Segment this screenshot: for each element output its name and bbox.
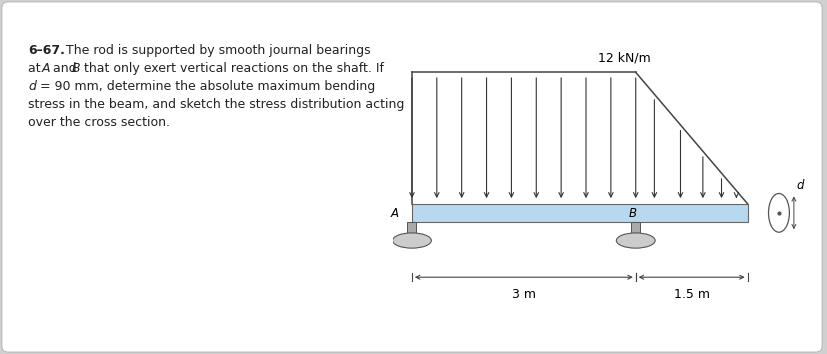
- FancyBboxPatch shape: [2, 2, 821, 352]
- Text: 6–67.: 6–67.: [28, 44, 65, 57]
- Text: over the cross section.: over the cross section.: [28, 116, 170, 129]
- Circle shape: [767, 193, 788, 232]
- Text: at: at: [28, 62, 45, 75]
- Text: B: B: [628, 207, 635, 221]
- Text: 3 m: 3 m: [511, 288, 535, 301]
- Bar: [407, 222, 416, 233]
- Text: stress in the beam, and sketch the stress distribution acting: stress in the beam, and sketch the stres…: [28, 98, 404, 111]
- Text: = 90 mm, determine the absolute maximum bending: = 90 mm, determine the absolute maximum …: [36, 80, 375, 93]
- Ellipse shape: [392, 233, 431, 248]
- Ellipse shape: [615, 233, 654, 248]
- Text: A: A: [390, 207, 398, 221]
- Text: d: d: [28, 80, 36, 93]
- Text: A: A: [42, 62, 50, 75]
- Bar: [412, 204, 747, 222]
- Text: 1.5 m: 1.5 m: [673, 288, 709, 301]
- Text: that only exert vertical reactions on the shaft. If: that only exert vertical reactions on th…: [80, 62, 384, 75]
- Text: 12 kN/m: 12 kN/m: [597, 51, 650, 64]
- Text: The rod is supported by smooth journal bearings: The rod is supported by smooth journal b…: [58, 44, 370, 57]
- Text: and: and: [49, 62, 80, 75]
- Bar: [630, 222, 639, 233]
- Text: d: d: [796, 179, 803, 192]
- Text: B: B: [72, 62, 80, 75]
